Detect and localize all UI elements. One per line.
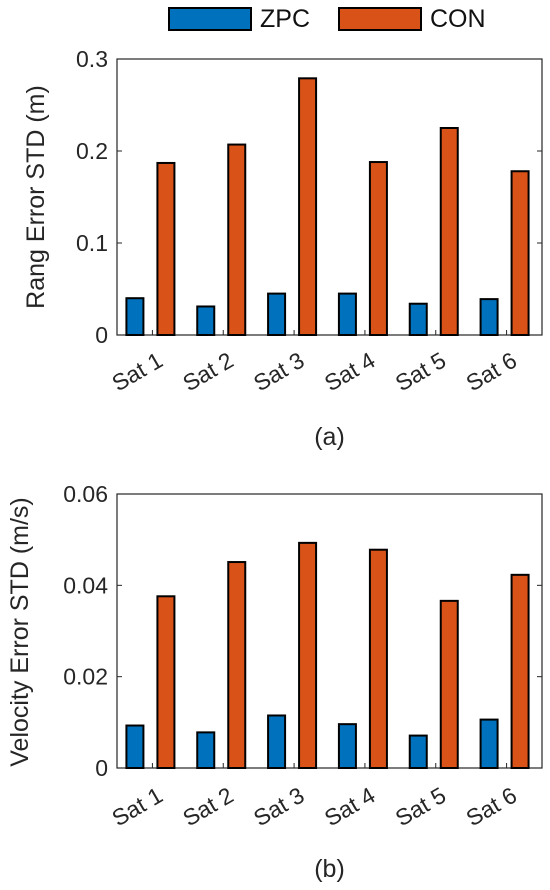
panel-caption: (a) [314, 423, 345, 451]
x-category-label: Sat 4 [320, 782, 380, 831]
bar-zpc-sat-6 [479, 718, 499, 769]
y-tick-label: 0.06 [63, 481, 108, 507]
legend-label-con: CON [430, 4, 486, 33]
y-tick-label: 0 [95, 322, 108, 348]
bar-zpc-sat-6 [479, 298, 499, 336]
bar-con-sat-6 [510, 170, 530, 336]
bar-zpc-sat-2 [196, 731, 216, 770]
bar-zpc-sat-1 [125, 297, 145, 337]
chart-panel-1: 0 0.1 0.2 0.3 Sat 1 Sat 2 Sat 3 Sat 4 Sat 5 Sat 6… [22, 46, 543, 451]
chart-panel-2: 0 0.02 0.04 0.06 Sat 1 Sat 2 Sat 3 Sat 4 Sat 5 Sa… [6, 481, 543, 883]
bar-con-sat-3 [298, 541, 318, 770]
y-axis-label: Velocity Error STD (m/s) [6, 497, 34, 766]
x-category-label: Sat 3 [249, 782, 309, 831]
legend-item-con: CON [338, 4, 486, 33]
bar-zpc-sat-2 [196, 305, 216, 337]
bar-zpc-sat-4 [337, 292, 357, 337]
x-category-label: Sat 2 [178, 782, 238, 831]
bar-zpc-sat-3 [267, 714, 287, 770]
bar-zpc-sat-4 [337, 723, 357, 769]
x-category-label: Sat 1 [107, 347, 167, 396]
bar-zpc-sat-3 [267, 292, 287, 337]
x-category-label: Sat 5 [391, 782, 451, 831]
x-category-label: Sat 4 [320, 347, 380, 396]
bar-con-sat-3 [298, 77, 318, 336]
bar-con-sat-1 [156, 595, 176, 769]
y-tick-label: 0.04 [63, 572, 108, 598]
y-tick-label: 0 [95, 755, 108, 781]
panel-caption: (b) [314, 855, 345, 883]
bar-con-sat-4 [368, 161, 388, 336]
bar-zpc-sat-5 [408, 302, 428, 337]
legend-label-zpc: ZPC [260, 4, 310, 33]
y-tick-label: 0.2 [76, 138, 108, 164]
y-tick-label: 0.02 [63, 664, 108, 690]
x-category-label: Sat 2 [178, 347, 238, 396]
bar-con-sat-1 [156, 161, 176, 336]
legend-swatch-con [338, 7, 422, 31]
bar-con-sat-2 [227, 561, 247, 769]
legend-swatch-zpc [168, 7, 252, 31]
x-category-label: Sat 3 [249, 347, 309, 396]
bar-con-sat-5 [439, 127, 459, 336]
y-axis-label: Rang Error STD (m) [22, 85, 50, 309]
y-tick-label: 0.3 [76, 46, 108, 72]
bar-zpc-sat-5 [408, 734, 428, 769]
bar-con-sat-2 [227, 143, 247, 336]
bar-con-sat-5 [439, 599, 459, 769]
legend: ZPC CON [0, 0, 550, 40]
bar-con-sat-4 [368, 548, 388, 769]
bar-con-sat-6 [510, 573, 530, 770]
plot-area-box [116, 58, 543, 336]
y-tick-label: 0.1 [76, 230, 108, 256]
legend-item-zpc: ZPC [168, 4, 310, 33]
plot-area-box [116, 493, 543, 769]
x-category-label: Sat 6 [462, 347, 522, 396]
x-category-label: Sat 5 [391, 347, 451, 396]
x-category-label: Sat 6 [462, 782, 522, 831]
bar-zpc-sat-1 [125, 724, 145, 770]
x-category-label: Sat 1 [107, 782, 167, 831]
